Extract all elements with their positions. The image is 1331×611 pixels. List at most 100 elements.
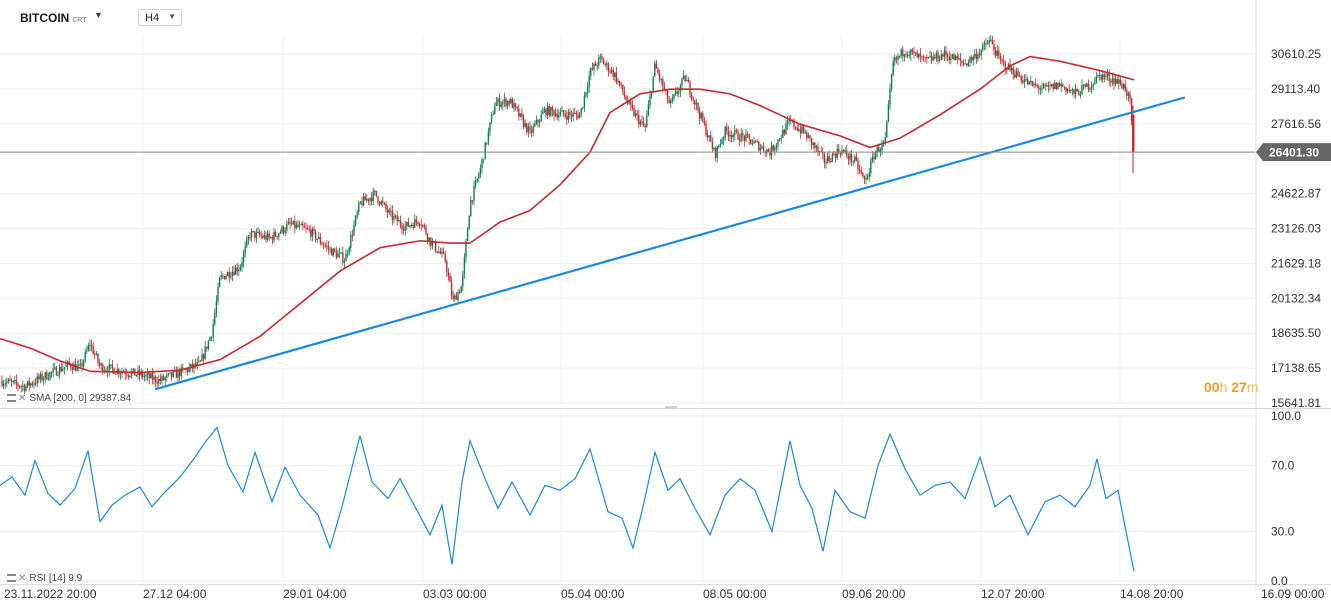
time-tick-label: 29.01 04:00 <box>283 587 347 601</box>
candle-body <box>231 271 234 277</box>
candle <box>697 101 699 114</box>
candle-body <box>825 162 827 164</box>
candle <box>698 106 701 125</box>
candle-body <box>889 88 891 105</box>
candle-body <box>1054 82 1056 89</box>
candle-body <box>428 237 430 241</box>
candle <box>516 105 518 112</box>
candle-body <box>194 363 197 367</box>
candle <box>1033 81 1035 89</box>
candle <box>738 133 741 147</box>
candle <box>1018 71 1021 77</box>
candle <box>233 265 235 276</box>
candle-body <box>874 152 877 160</box>
candle <box>22 380 24 392</box>
candle-body <box>102 364 104 372</box>
candle <box>28 377 30 392</box>
candle <box>913 47 915 59</box>
candle-body <box>1084 84 1086 87</box>
candle <box>577 110 579 121</box>
candle-body <box>1118 79 1120 84</box>
candle <box>284 227 286 237</box>
candle <box>247 234 250 245</box>
candle <box>521 108 523 121</box>
candle-body <box>470 200 472 216</box>
candle-body <box>375 190 378 197</box>
countdown-minutes: 27 <box>1231 379 1247 395</box>
candle <box>497 97 499 107</box>
candle <box>673 93 675 102</box>
candle-body <box>146 373 149 375</box>
candle-body <box>490 114 493 123</box>
candle <box>1113 73 1115 90</box>
candle-body <box>631 105 634 108</box>
sma-indicator-label[interactable]: ✕ SMA [200, 0] 29387.84 <box>7 393 131 404</box>
candle-body <box>727 131 730 137</box>
candle <box>110 364 112 370</box>
candle-body <box>497 98 499 103</box>
candle <box>748 133 750 146</box>
candle <box>1102 71 1104 84</box>
candle <box>201 348 203 362</box>
candle <box>225 273 227 281</box>
candle <box>745 129 747 142</box>
candle-body <box>1071 89 1074 91</box>
candle <box>407 217 410 228</box>
candle-body <box>94 353 96 355</box>
pane-resize-handle[interactable] <box>665 406 677 409</box>
candle <box>457 289 459 303</box>
candle-body <box>570 114 573 117</box>
remove-indicator-icon[interactable]: ✕ <box>18 573 27 584</box>
candle-body <box>526 123 528 133</box>
candle-body <box>1082 84 1085 86</box>
candle-body <box>822 151 824 154</box>
symbol-name[interactable]: BITCOIN CRT <box>20 11 87 25</box>
candle-body <box>678 91 680 94</box>
candle <box>474 176 477 190</box>
candle <box>684 74 686 83</box>
candle <box>302 220 304 231</box>
candle <box>473 180 475 206</box>
candle-body <box>225 276 227 280</box>
symbol-dropdown-icon[interactable]: ▼ <box>94 10 103 20</box>
candle <box>766 148 768 158</box>
candle <box>1121 80 1123 90</box>
candle <box>177 366 179 383</box>
candle-body <box>441 251 443 254</box>
candle <box>425 224 427 236</box>
candle <box>588 70 590 94</box>
candle-body <box>420 224 422 226</box>
candle <box>1094 77 1096 86</box>
candle-body <box>1070 90 1072 92</box>
rsi-indicator-label[interactable]: ✕ RSI [14] 9.9 <box>7 573 82 584</box>
indicator-settings-icon[interactable] <box>7 574 16 583</box>
candle <box>980 49 982 61</box>
candle <box>1105 72 1107 81</box>
candle <box>975 48 978 64</box>
candle-body <box>9 379 11 381</box>
remove-indicator-icon[interactable]: ✕ <box>18 393 27 404</box>
candle-body <box>206 346 208 349</box>
candle-body <box>518 108 520 117</box>
trendline[interactable] <box>154 96 1186 391</box>
candle <box>660 78 662 85</box>
candle <box>871 150 874 164</box>
candle-body <box>127 375 130 377</box>
candle <box>172 370 174 379</box>
candle <box>729 130 731 143</box>
candle-body <box>412 224 414 228</box>
timeframe-select[interactable]: H4 ▼ <box>138 9 182 26</box>
candle-body <box>934 56 936 59</box>
candle-body <box>158 378 160 384</box>
candle <box>636 109 638 122</box>
candle-body <box>884 137 886 143</box>
candle-body <box>662 79 664 87</box>
candle-body <box>1028 81 1030 85</box>
indicator-settings-icon[interactable] <box>7 394 16 403</box>
candle <box>170 372 173 382</box>
candle-body <box>332 248 334 256</box>
candle-body <box>655 63 658 69</box>
candle-body <box>900 49 902 56</box>
candle <box>250 228 253 242</box>
